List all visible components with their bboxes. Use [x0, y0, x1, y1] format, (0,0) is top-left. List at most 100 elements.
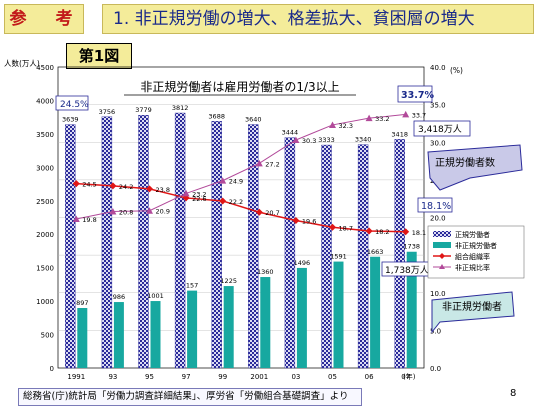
line-nonregular-ratio: [76, 113, 406, 220]
bar-nonregular: [113, 302, 124, 368]
bar-nonregular-label: 1591: [330, 253, 347, 261]
point-union-rate-label: 18.7: [339, 224, 353, 232]
y-left-tick-label: 1500: [36, 265, 54, 273]
y-right-tick-label: 30.0: [430, 139, 446, 147]
bar-nonregular: [333, 261, 344, 368]
bar-regular: [101, 116, 113, 369]
bar-regular: [65, 124, 76, 369]
bar-regular-label: 3418: [391, 130, 408, 138]
point-union-rate: [329, 223, 336, 231]
bar-regular: [394, 139, 405, 369]
point-nonregular-ratio-label: 20.8: [119, 208, 133, 216]
point-union-rate-label: 24.2: [119, 183, 133, 191]
point-union-rate: [109, 182, 117, 190]
legend-marker-union: [439, 253, 445, 259]
callout-shape-nonregular: [431, 291, 515, 334]
y-right-tick-label: 20.0: [430, 215, 446, 223]
y-right-tick-label: 35.0: [430, 102, 446, 110]
y-right-tick-label: 40.0: [430, 64, 446, 72]
bar-nonregular: [406, 251, 417, 368]
point-nonregular-ratio-label: 32.3: [339, 122, 353, 130]
point-nonregular-ratio: [146, 207, 153, 214]
point-nonregular-ratio: [255, 159, 263, 167]
x-tick-label: 93: [108, 373, 117, 381]
bar-nonregular: [223, 286, 234, 368]
point-nonregular-ratio: [365, 114, 373, 122]
bar-nonregular-label: 1360: [257, 268, 274, 276]
y-left-tick-label: 2000: [36, 231, 54, 239]
bar-regular: [248, 124, 259, 369]
point-union-rate: [365, 227, 373, 235]
point-nonregular-ratio: [219, 177, 227, 184]
callout-regular-workers: 正規労働者数: [435, 156, 495, 169]
x-tick-label: 97: [182, 373, 191, 381]
bar-regular: [321, 144, 332, 369]
chart-title: 非正規労働者は雇用労働者の1/3以上: [140, 79, 339, 94]
y-right-tick-label: 10.0: [430, 290, 446, 298]
point-nonregular-ratio-label: 23.2: [192, 190, 206, 198]
x-tick-label: 05: [328, 373, 337, 381]
x-axis-suffix: (年): [403, 372, 416, 381]
x-tick-label: 95: [145, 373, 154, 381]
bar-regular-label: 3333: [318, 136, 335, 144]
y-left-tick-label: 1000: [36, 298, 54, 306]
point-nonregular-ratio-label: 30.3: [302, 137, 316, 145]
point-union-rate: [219, 197, 227, 205]
bar-regular-label: 3779: [135, 106, 152, 114]
source-note: 総務省(庁)統計局「労働力調査詳細結果」、厚労省「労働組合基礎調査」より: [18, 388, 362, 406]
point-union-rate-label: 18.2: [375, 228, 389, 236]
y-left-tick-label: 500: [41, 332, 54, 340]
bar-nonregular: [150, 301, 161, 368]
point-union-rate-label: 24.5: [82, 181, 96, 189]
y-right-tick-label: 0.0: [430, 365, 441, 373]
callout-nonregular-2007: 1,738万人: [385, 265, 429, 276]
x-tick-label: 06: [365, 373, 374, 381]
reference-tag: 参 考: [4, 4, 84, 34]
page-number: 8: [510, 388, 517, 399]
x-tick-label: 99: [218, 373, 227, 381]
bar-regular-label: 3688: [208, 112, 225, 120]
point-nonregular-ratio: [109, 207, 117, 215]
callout-rate-1991: 24.5%: [60, 100, 89, 110]
y-left-tick-label: 0: [50, 365, 54, 373]
point-union-rate-label: 19.6: [302, 218, 316, 226]
point-union-rate: [255, 208, 263, 216]
callout-ratio-2007: 33.7%: [401, 90, 434, 101]
callout-nonregular-workers: 非正規労働者: [442, 300, 502, 313]
point-union-rate-label: 18.1: [412, 229, 426, 237]
point-nonregular-ratio-label: 20.9: [156, 208, 170, 216]
section-title: 1. 非正規労働の増大、格差拡大、貧困層の増大: [102, 4, 534, 34]
bar-regular: [138, 115, 149, 369]
y-left-tick-label: 4500: [36, 64, 54, 72]
bar-regular-label: 3340: [355, 136, 372, 144]
y-axis-left-label: 人数(万人): [4, 58, 40, 68]
y-left-tick-label: 3500: [36, 131, 54, 139]
bar-regular-label: 3639: [62, 116, 79, 124]
bar-nonregular: [370, 256, 381, 368]
x-tick-label: 1991: [67, 373, 85, 381]
bar-nonregular-label: 1225: [220, 277, 237, 285]
bar-nonregular: [187, 290, 198, 368]
bar-regular: [211, 121, 222, 369]
point-union-rate-label: 23.8: [156, 186, 170, 194]
y-axis-right-label: (%): [450, 66, 463, 75]
point-nonregular-ratio-label: 19.8: [82, 216, 96, 224]
callout-regular-2007: 3,418万人: [418, 124, 462, 135]
point-nonregular-ratio: [292, 136, 300, 143]
callout-box-rate-1991: [55, 95, 89, 111]
bar-regular-label: 3640: [245, 116, 262, 124]
legend-marker-ratio: [439, 264, 445, 269]
bar-regular-label: 3756: [99, 108, 116, 116]
bar-nonregular: [260, 277, 271, 368]
point-union-rate: [146, 185, 153, 193]
bar-nonregular: [296, 267, 307, 368]
legend-label: 組合組織率: [455, 252, 490, 261]
bar-nonregular-label: 1663: [367, 248, 384, 256]
callout-box-ratio-2007: [397, 85, 433, 103]
legend-label: 非正規比率: [455, 263, 490, 272]
point-union-rate: [292, 217, 300, 225]
point-nonregular-ratio-label: 33.2: [375, 115, 389, 123]
bar-nonregular-label: 1738: [403, 243, 420, 251]
y-right-tick-label: 5.0: [430, 327, 441, 335]
